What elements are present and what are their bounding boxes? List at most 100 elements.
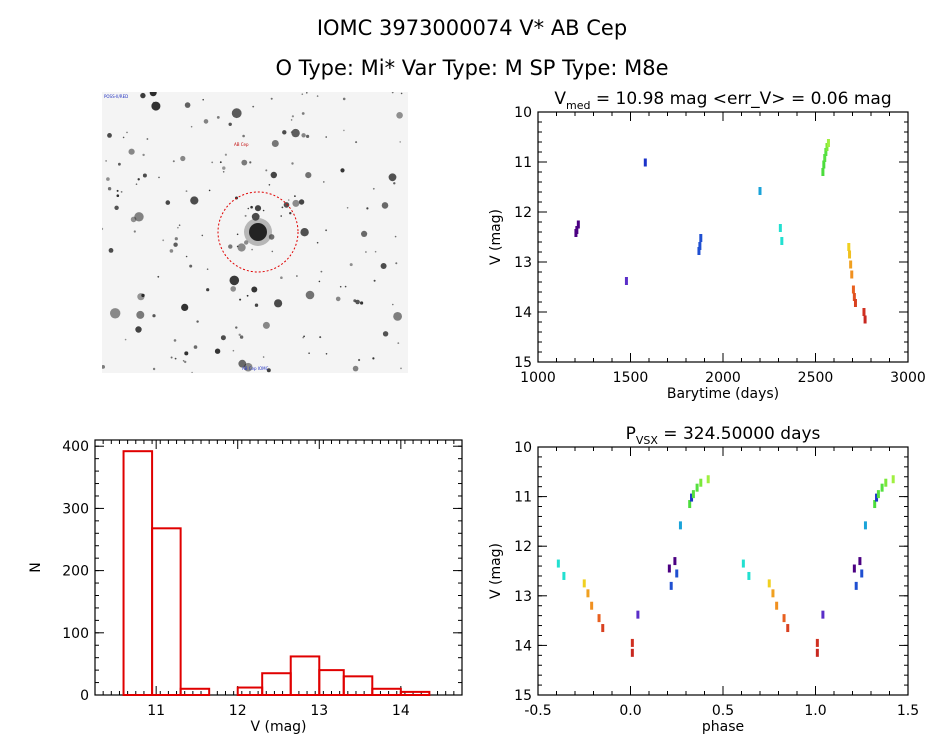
star — [335, 296, 341, 302]
star — [280, 215, 282, 217]
star — [133, 230, 136, 233]
star — [268, 234, 275, 240]
phase-point — [706, 475, 710, 484]
phase-point — [891, 475, 895, 484]
star — [118, 162, 121, 166]
star — [206, 288, 210, 292]
star — [107, 133, 112, 138]
star — [290, 119, 293, 121]
star — [110, 308, 121, 319]
x-axis-label: V (mag) — [250, 719, 306, 735]
star — [265, 169, 268, 172]
x-axis-label: phase — [702, 719, 744, 735]
panel-title-subscript: VSX — [636, 434, 659, 447]
star — [391, 92, 394, 94]
data-point — [624, 277, 628, 285]
data-point — [778, 224, 782, 232]
star — [239, 335, 244, 339]
phase-point — [876, 490, 880, 499]
sky-label-top: POSS-II/RED — [104, 94, 128, 99]
star — [301, 133, 306, 138]
star — [211, 161, 214, 164]
phase-point — [858, 557, 862, 566]
star — [318, 280, 321, 283]
star — [146, 138, 149, 140]
star — [208, 189, 211, 192]
star — [174, 357, 177, 360]
y-tick-label: 10 — [514, 105, 532, 121]
data-point — [780, 237, 784, 245]
star — [397, 342, 400, 344]
star — [106, 177, 110, 181]
star — [169, 249, 174, 253]
y-tick-label: 0 — [80, 688, 89, 704]
target-aperture-circle — [217, 191, 299, 273]
star — [136, 310, 145, 319]
star — [251, 212, 260, 221]
star — [301, 112, 305, 115]
star — [283, 202, 290, 208]
phase-point — [630, 638, 634, 647]
star — [224, 153, 227, 156]
star — [291, 162, 294, 165]
phase-point — [691, 490, 695, 499]
phase-point — [782, 614, 786, 623]
y-tick-label: 14 — [514, 305, 532, 321]
star — [180, 155, 186, 162]
star — [122, 136, 125, 139]
histogram-bar — [179, 687, 211, 697]
data-point — [847, 243, 851, 251]
star — [126, 131, 128, 134]
star — [296, 275, 298, 277]
data-point — [643, 158, 647, 167]
star — [108, 248, 114, 253]
star — [134, 212, 144, 222]
plot-frame — [537, 446, 909, 696]
panel-title-subscript: med — [566, 99, 590, 112]
star — [196, 320, 199, 323]
star — [396, 112, 403, 119]
x-tick-label: 1500 — [613, 370, 649, 386]
y-tick-label: 300 — [62, 501, 89, 517]
phase-point — [695, 483, 699, 492]
star — [184, 360, 187, 364]
sky-image: POSS-II/RED AB Cep AB Cep IOMC — [102, 92, 408, 373]
y-tick-label: 13 — [514, 589, 532, 605]
star — [400, 367, 402, 370]
panel-title: Vmed = 10.98 mag <err_V> = 0.06 mag — [554, 89, 891, 112]
data-point — [850, 270, 854, 279]
star — [251, 248, 253, 251]
lightcurve-panel: 1000 1500 2000 2500 3000 10 11 12 13 14 15 Barytime… — [488, 89, 926, 402]
star — [395, 262, 398, 265]
star — [262, 321, 270, 329]
phase-point — [699, 478, 703, 487]
data-point — [699, 234, 703, 242]
phase-point — [741, 559, 745, 568]
star — [394, 235, 397, 238]
phase-point — [669, 581, 673, 590]
star — [268, 184, 271, 186]
star — [271, 140, 279, 147]
star — [190, 125, 193, 128]
x-tick-label: 11 — [147, 703, 165, 719]
star — [182, 360, 185, 362]
panel-title-symbol: P — [626, 424, 636, 444]
chart-title: IOMC 3973000074 V* AB Cep — [316, 16, 628, 40]
star — [157, 275, 160, 278]
star — [306, 92, 308, 94]
y-tick-label: 100 — [62, 626, 89, 642]
phase-point — [815, 648, 819, 657]
star — [229, 275, 240, 286]
star — [361, 230, 368, 237]
sky-label-bottom: AB Cep IOMC — [242, 366, 269, 371]
star — [346, 207, 349, 209]
data-point — [863, 315, 867, 324]
histogram-panel: 11 12 13 14 0 100 200 300 400 V (mag) N — [28, 439, 463, 735]
star — [291, 128, 300, 138]
star — [222, 166, 226, 170]
star — [262, 356, 265, 358]
star — [130, 216, 137, 223]
y-tick-label: 11 — [514, 155, 532, 171]
phase-point — [747, 571, 751, 580]
star — [102, 227, 104, 231]
